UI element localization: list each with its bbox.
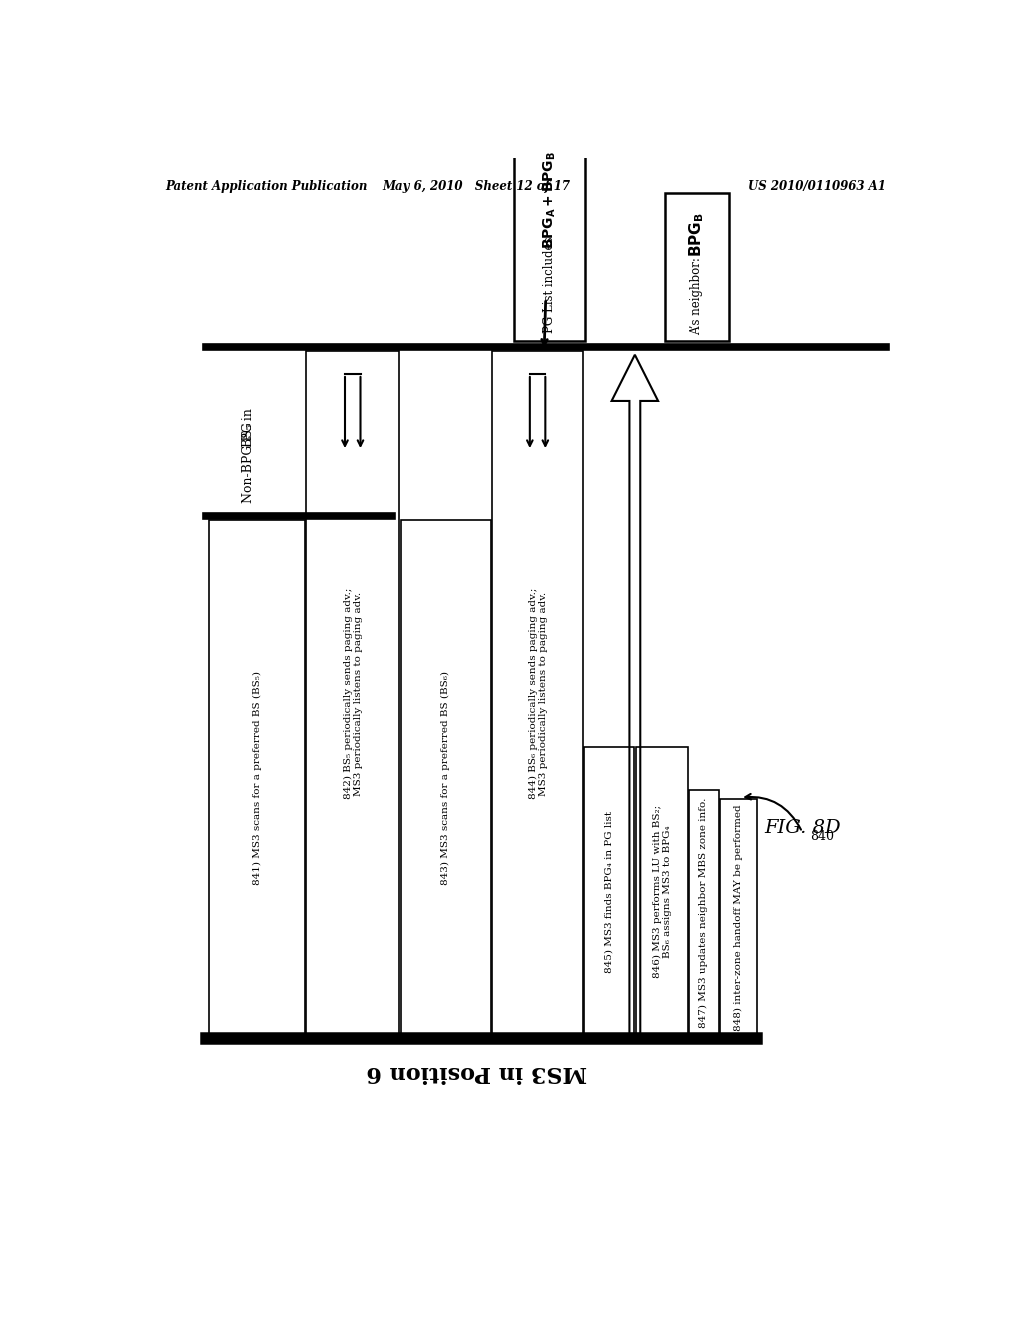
Text: MS3 periodically listens to paging adv.: MS3 periodically listens to paging adv. bbox=[354, 591, 364, 796]
Text: 841) MS3 scans for a preferred BS (BS₅): 841) MS3 scans for a preferred BS (BS₅) bbox=[253, 672, 261, 886]
Text: MS3 in Position 6: MS3 in Position 6 bbox=[367, 1061, 587, 1082]
Bar bbox=[689, 789, 719, 1036]
Text: FIG. 8D: FIG. 8D bbox=[764, 820, 841, 837]
Bar bbox=[400, 520, 490, 1036]
Text: 848) inter-zone handoff MAY be performed: 848) inter-zone handoff MAY be performed bbox=[734, 804, 743, 1031]
Text: 846) MS3 performs LU with BS₂;: 846) MS3 performs LU with BS₂; bbox=[652, 805, 662, 978]
Bar bbox=[636, 747, 687, 1036]
Text: BS₅ in: BS₅ in bbox=[242, 408, 255, 447]
Text: 844) BS₆ periodically sends paging adv.;: 844) BS₆ periodically sends paging adv.; bbox=[528, 587, 538, 799]
Text: A’s neighbor:: A’s neighbor: bbox=[690, 257, 703, 335]
Text: 847) MS3 updates neighbor MBS zone info.: 847) MS3 updates neighbor MBS zone info. bbox=[699, 797, 709, 1028]
Text: MS3 periodically listens to paging adv.: MS3 periodically listens to paging adv. bbox=[540, 591, 548, 796]
Text: May 6, 2010   Sheet 12 of 17: May 6, 2010 Sheet 12 of 17 bbox=[383, 181, 570, 194]
Text: 843) MS3 scans for a preferred BS (BS₆): 843) MS3 scans for a preferred BS (BS₆) bbox=[441, 672, 451, 886]
Bar bbox=[306, 351, 399, 1036]
Text: $\mathbf{BPG_A+BPG_B}$: $\mathbf{BPG_A+BPG_B}$ bbox=[542, 150, 558, 248]
Bar bbox=[585, 747, 634, 1036]
Text: PG List includes: PG List includes bbox=[543, 236, 556, 333]
Text: 842) BS₅ periodically sends paging adv.;: 842) BS₅ periodically sends paging adv.; bbox=[343, 587, 352, 799]
Bar bbox=[665, 193, 729, 341]
Bar bbox=[493, 351, 583, 1036]
Text: $\mathbf{BPG_B}$: $\mathbf{BPG_B}$ bbox=[687, 213, 707, 257]
Text: Patent Application Publication: Patent Application Publication bbox=[165, 181, 368, 194]
Text: BS₆ assigns MS3 to BPG₄: BS₆ assigns MS3 to BPG₄ bbox=[663, 825, 672, 958]
Text: 840: 840 bbox=[810, 829, 834, 842]
Bar bbox=[514, 139, 586, 341]
Text: Non-BPG PG: Non-BPG PG bbox=[242, 422, 255, 503]
Text: US 2010/0110963 A1: US 2010/0110963 A1 bbox=[749, 181, 886, 194]
Bar bbox=[720, 799, 758, 1036]
Text: 845) MS3 finds BPG₄ in PG list: 845) MS3 finds BPG₄ in PG list bbox=[605, 810, 613, 973]
Bar bbox=[209, 520, 305, 1036]
